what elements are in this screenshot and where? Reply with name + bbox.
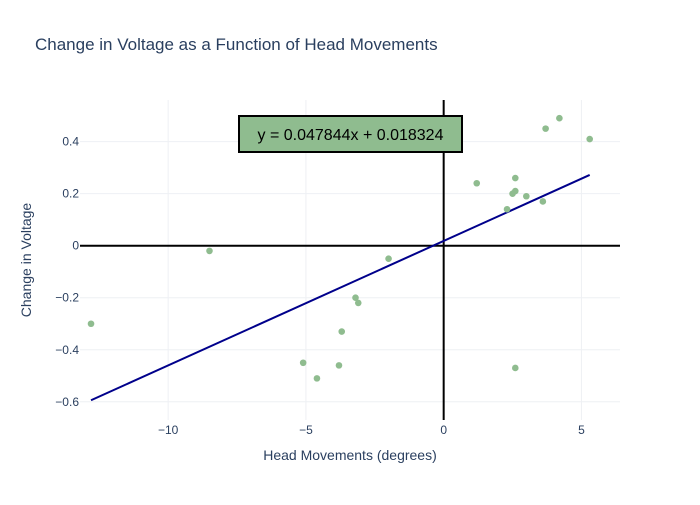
x-tick-label: 5 <box>578 423 585 437</box>
x-tick-label: 0 <box>440 423 447 437</box>
data-point <box>503 205 511 213</box>
data-point <box>206 247 213 255</box>
data-point <box>512 364 519 372</box>
equation-label: y = 0.047844x + 0.018324 <box>258 127 444 144</box>
data-point <box>354 299 362 307</box>
y-tick-label: 0 <box>72 239 79 253</box>
data-point <box>539 198 547 205</box>
data-point <box>523 192 530 200</box>
data-point <box>87 320 95 328</box>
data-point <box>313 375 321 382</box>
data-point <box>542 125 549 132</box>
grid-lines <box>80 100 620 420</box>
data-point <box>512 187 519 195</box>
data-point <box>299 359 307 367</box>
x-tick-label: −10 <box>158 423 179 437</box>
data-point <box>385 255 392 262</box>
y-tick-label: −0.2 <box>55 291 79 305</box>
equation-annotation[interactable]: y = 0.047844x + 0.018324 <box>238 115 463 153</box>
x-axis-title: Head Movements (degrees) <box>263 447 437 463</box>
data-point <box>335 362 343 369</box>
y-tick-label: 0.2 <box>62 187 79 201</box>
y-tick-label: −0.6 <box>55 395 79 409</box>
equation-box <box>238 115 463 153</box>
data-point <box>352 294 359 302</box>
data-point <box>473 179 481 187</box>
data-point <box>556 114 563 122</box>
data-point <box>512 174 519 182</box>
y-axis-title: Change in Voltage <box>18 203 34 318</box>
tick-labels: −10 −5 0 5 −0.6 −0.4 −0.2 0 0.2 0.4 <box>55 135 585 437</box>
y-tick-label: −0.4 <box>55 343 79 357</box>
y-tick-label: 0.4 <box>62 135 79 149</box>
x-tick-label: −5 <box>299 423 313 437</box>
zero-lines <box>80 100 620 420</box>
chart-title: Change in Voltage as a Function of Head … <box>35 35 438 54</box>
data-point <box>338 328 346 335</box>
data-points <box>87 114 593 382</box>
data-point <box>586 135 593 143</box>
